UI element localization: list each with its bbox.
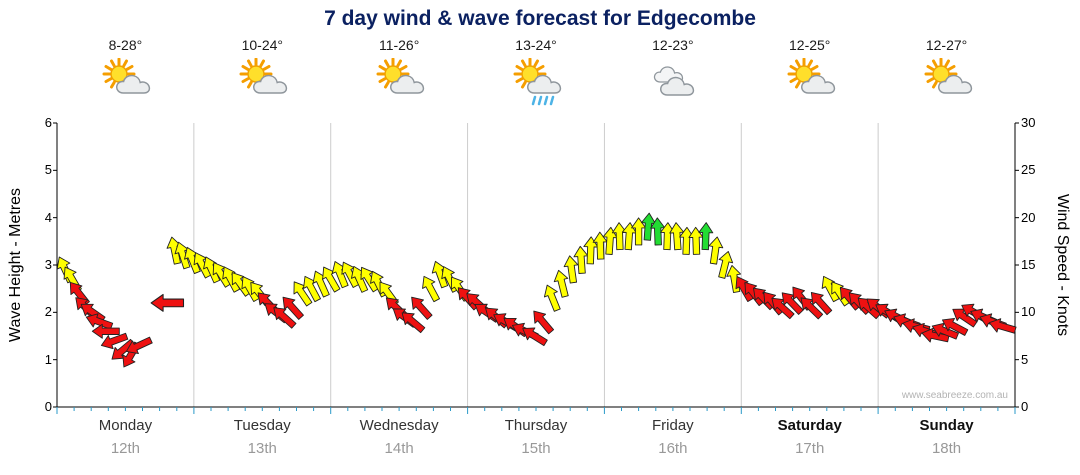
- day-header-sunday: 12-27°: [878, 36, 1015, 110]
- wind-speed-tick-label: 5: [1021, 351, 1029, 367]
- day-icon-wrap: [57, 57, 194, 110]
- day-name-label: Saturday: [777, 417, 842, 434]
- day-name-label: Thursday: [504, 417, 568, 434]
- wind-speed-tick-label: 15: [1021, 257, 1036, 272]
- day-date-label: 14th: [384, 440, 414, 457]
- day-temp: 12-23°: [652, 37, 694, 53]
- wave-height-tick-label: 2: [44, 304, 52, 320]
- partly-cloudy-icon: [239, 57, 288, 94]
- wind-speed-tick-label: 10: [1021, 304, 1036, 320]
- day-date-label: 12th: [110, 440, 141, 457]
- day-header-tuesday: 10-24°: [194, 36, 331, 110]
- day-name-label: Sunday: [919, 417, 974, 434]
- day-header-thursday: 13-24°: [468, 36, 605, 110]
- partly-cloudy-icon: [787, 57, 835, 94]
- right-axis-title: Wind Speed - Knots: [1054, 193, 1071, 337]
- wave-height-tick-label: 5: [44, 162, 52, 178]
- wave-height-tick-label: 3: [44, 257, 52, 272]
- wave-height-tick-label: 1: [44, 351, 52, 367]
- day-icon-wrap: [878, 57, 1015, 110]
- day-name-label: Wednesday: [359, 417, 439, 434]
- day-name-label: Monday: [98, 417, 153, 434]
- day-icon-wrap: [741, 57, 878, 110]
- day-date-label: 18th: [931, 440, 962, 457]
- cloudy-icon: [653, 66, 694, 96]
- day-temp: 12-25°: [789, 37, 831, 53]
- partly-cloudy-rain-icon: [513, 57, 562, 106]
- day-date-label: 13th: [247, 440, 277, 457]
- wind-speed-tick-label: 20: [1021, 209, 1036, 225]
- wind-speed-tick-label: 25: [1021, 162, 1036, 178]
- day-icon-wrap: [331, 57, 468, 110]
- left-axis-title: Wave Height - Metres: [7, 187, 24, 343]
- day-icon-wrap: [468, 57, 605, 110]
- day-name-label: Friday: [652, 417, 694, 434]
- wave-height-tick-label: 6: [44, 115, 52, 130]
- partly-cloudy-icon: [102, 57, 151, 94]
- day-icon-wrap: [194, 57, 331, 110]
- wave-height-tick-label: 0: [44, 399, 52, 414]
- day-temp: 13-24°: [515, 37, 557, 53]
- day-temp: 8-28°: [108, 37, 143, 53]
- day-temp: 11-26°: [378, 37, 420, 53]
- day-name-label: Tuesday: [233, 417, 291, 434]
- partly-cloudy-icon: [376, 57, 425, 94]
- day-header-saturday: 12-25°: [741, 36, 878, 110]
- day-icon-wrap: [604, 58, 741, 110]
- day-date-label: 16th: [658, 440, 688, 457]
- day-header-wednesday: 11-26°: [331, 36, 468, 110]
- day-date-label: 17th: [795, 440, 825, 457]
- day-date-label: 15th: [521, 440, 551, 457]
- wave-height-tick-label: 4: [44, 209, 52, 225]
- wind-speed-tick-label: 30: [1021, 115, 1036, 130]
- day-temp: 10-24°: [241, 37, 283, 53]
- day-header-friday: 12-23°: [604, 36, 741, 110]
- day-header-monday: 8-28°: [57, 36, 194, 110]
- wind-speed-tick-label: 0: [1021, 399, 1029, 414]
- chart-title: 7 day wind & wave forecast for Edgecombe: [324, 7, 756, 30]
- watermark: www.seabreeze.com.au: [901, 390, 1008, 401]
- partly-cloudy-icon: [924, 57, 972, 94]
- day-temp: 12-27°: [925, 37, 968, 53]
